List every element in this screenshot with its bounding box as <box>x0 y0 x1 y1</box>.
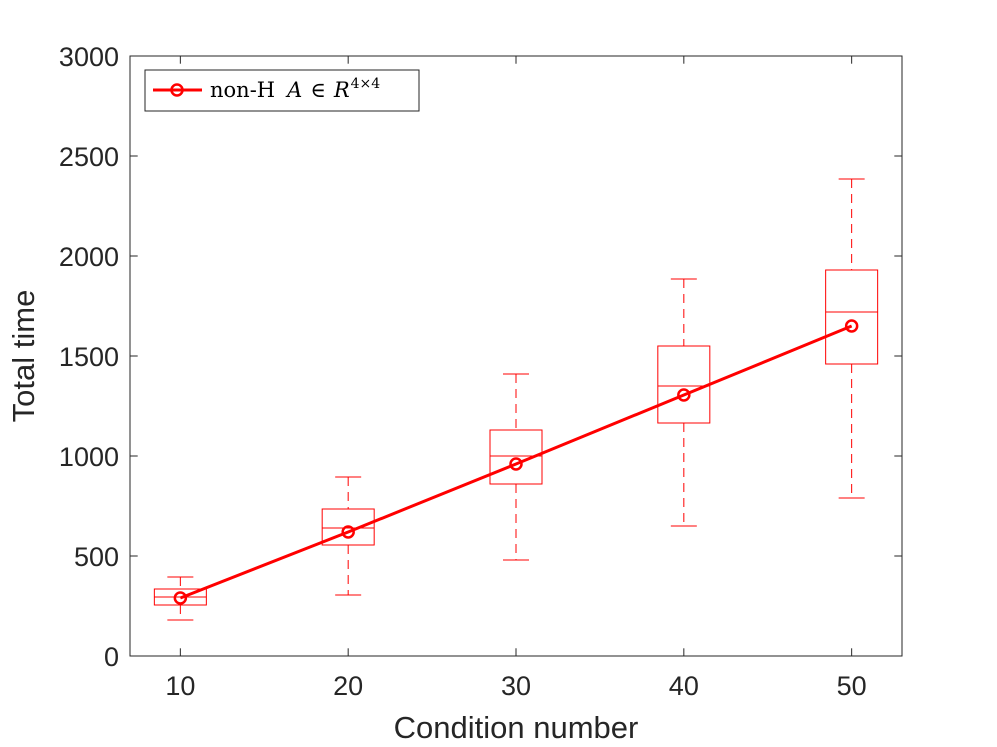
data-point-40 <box>677 388 691 402</box>
legend-exp: 4×4 <box>351 76 381 92</box>
series-line <box>179 324 853 600</box>
x-tick-label: 20 <box>333 671 363 701</box>
y-axis-title: Total time <box>6 290 41 423</box>
y-tick-label: 500 <box>74 542 119 572</box>
legend-op: ∈ <box>310 78 326 102</box>
x-tick-label: 10 <box>165 671 195 701</box>
data-point-20 <box>341 525 355 539</box>
iqr-box <box>825 269 879 365</box>
series-layer <box>173 319 859 605</box>
y-tick-label: 1000 <box>59 442 119 472</box>
y-tick-label: 2500 <box>59 142 119 172</box>
boxplot-50 <box>825 178 879 499</box>
data-point-50 <box>844 319 859 333</box>
y-tick-label: 2000 <box>59 242 119 272</box>
x-tick-label: 30 <box>501 671 531 701</box>
iqr-box <box>321 508 375 546</box>
legend-marker-swatch <box>170 83 184 97</box>
data-point-10 <box>173 591 188 605</box>
x-tick-label: 40 <box>669 671 699 701</box>
x-axis-title: Condition number <box>394 710 639 745</box>
legend-var: A <box>285 78 302 102</box>
y-tick-label: 0 <box>104 642 119 672</box>
y-tick-label: 1500 <box>59 342 119 372</box>
legend: non-H A ∈ R4×4 <box>144 69 420 112</box>
legend-prefix: non-H <box>210 78 275 102</box>
legend-label: non-H A ∈ R4×4 <box>210 76 380 102</box>
x-tick-label: 50 <box>837 671 867 701</box>
boxplot-30 <box>489 373 543 561</box>
boxplot-20 <box>321 476 375 596</box>
y-tick-label: 3000 <box>59 42 119 72</box>
plot-area <box>130 56 902 656</box>
iqr-box <box>489 429 543 485</box>
legend-set: R <box>333 78 350 102</box>
boxplot-10 <box>153 576 207 621</box>
data-point-30 <box>509 457 523 471</box>
